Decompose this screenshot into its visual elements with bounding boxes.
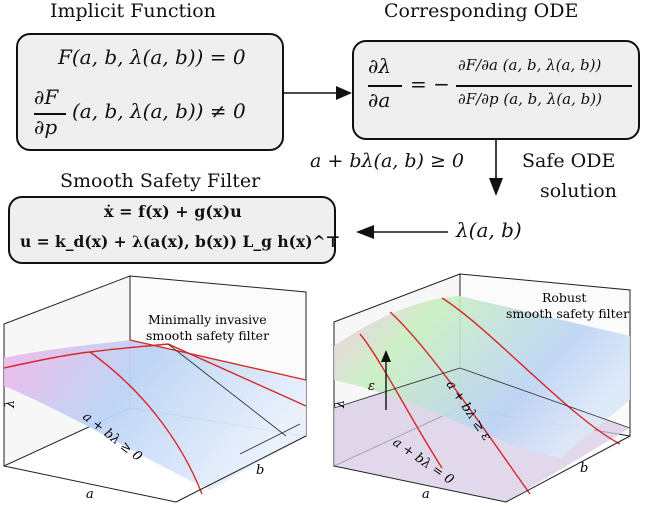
implicit-equation-2: (a, b, λ(a, b)) ≠ 0 xyxy=(72,99,246,123)
safety-filter-box: ẋ = f(x) + g(x)u u = k_d(x) + λ(a(x), b(… xyxy=(8,196,340,264)
left-axis-b: b xyxy=(256,463,264,478)
right-surface-plot: ε a b λ a + bλ ≥ ε a + bλ = 0 Robust smo… xyxy=(333,273,631,503)
right-axis-a: a xyxy=(422,487,430,502)
right-epsilon-label: ε xyxy=(368,379,375,394)
ode-eq-sign: = − xyxy=(410,72,450,96)
left-annotation-1: Minimally invasive xyxy=(148,312,267,327)
corresponding-ode-title: Corresponding ODE xyxy=(384,0,579,22)
lambda-solution: λ(a, b) xyxy=(456,218,522,242)
left-surface xyxy=(4,340,306,490)
ode-lhs-bar xyxy=(368,85,402,87)
ode-lhs-den: ∂a xyxy=(368,88,391,112)
smooth-safety-filter-title: Smooth Safety Filter xyxy=(60,170,261,192)
left-red-curve-1 xyxy=(3,351,203,495)
right-axis-lambda: λ xyxy=(333,400,348,409)
left-surface-plot: a b λ a + bλ ≥ 0 Minimally invasive smoo… xyxy=(3,275,307,503)
ode-rhs-bar xyxy=(456,85,632,87)
dynamics-equation: ẋ = f(x) + g(x)u xyxy=(104,202,242,221)
ode-rhs-num: ∂F/∂a (a, b, λ(a, b)) xyxy=(458,56,602,74)
implicit-fraction-den: ∂p xyxy=(34,115,58,139)
implicit-fraction-bar xyxy=(34,113,66,115)
right-red-curve-1 xyxy=(359,333,443,469)
safety-condition: a + bλ(a, b) ≥ 0 xyxy=(310,150,465,172)
implicit-equation-1: F(a, b, λ(a, b)) = 0 xyxy=(58,45,246,69)
right-red-curve-3 xyxy=(441,297,621,445)
right-annotation-2: smooth safety filter xyxy=(506,306,629,321)
ode-rhs-den: ∂F/∂p (a, b, λ(a, b)) xyxy=(458,90,602,108)
left-axis-lambda: λ xyxy=(3,400,18,409)
left-annotation-2: smooth safety filter xyxy=(146,328,269,343)
implicit-function-title: Implicit Function xyxy=(50,0,216,22)
left-red-curve-2 xyxy=(89,343,307,407)
right-surface xyxy=(334,296,630,458)
right-axis-b: b xyxy=(580,461,588,476)
right-annotation-1: Robust xyxy=(542,290,586,305)
implicit-function-box: F(a, b, λ(a, b)) = 0 ∂F ∂p (a, b, λ(a, b… xyxy=(16,33,284,151)
safe-ode-label-2: solution xyxy=(540,180,617,202)
implicit-fraction-num: ∂F xyxy=(34,85,59,109)
right-red-curve-2 xyxy=(389,311,531,495)
ode-lhs-num: ∂λ xyxy=(368,54,392,78)
control-law-equation: u = k_d(x) + λ(a(x), b(x)) L_g h(x)^⊤ xyxy=(20,232,341,251)
ode-box: ∂λ ∂a = − ∂F/∂a (a, b, λ(a, b)) ∂F/∂p (a… xyxy=(352,40,640,140)
safe-ode-label-1: Safe ODE xyxy=(522,150,616,172)
left-axis-a: a xyxy=(86,487,94,502)
left-red-curve-3 xyxy=(129,339,307,381)
